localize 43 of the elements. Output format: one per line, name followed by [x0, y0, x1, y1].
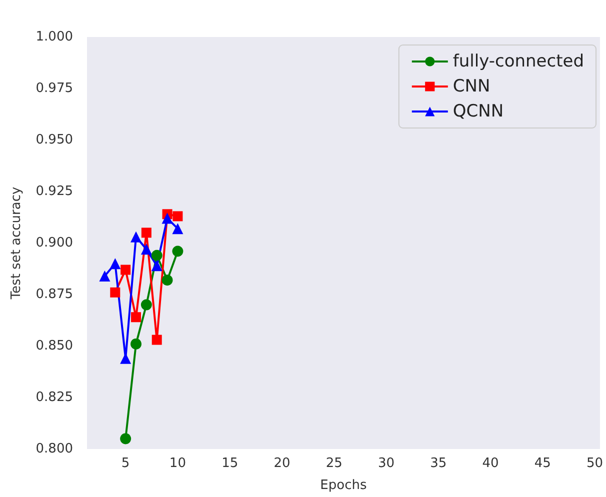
x-tick-label: 40 — [482, 456, 499, 471]
y-tick-label: 0.950 — [36, 132, 73, 148]
x-tick-label: 35 — [430, 456, 447, 471]
y-tick-label: 0.875 — [36, 287, 73, 302]
point — [120, 433, 132, 444]
x-tick-label: 20 — [274, 456, 290, 471]
x-tick-label: 30 — [378, 456, 394, 471]
point — [151, 260, 162, 272]
point — [130, 338, 142, 350]
point — [110, 258, 121, 270]
point — [172, 211, 183, 222]
y-tick-label: 0.850 — [36, 338, 73, 354]
legend-label: fully-connected — [452, 52, 584, 72]
x-axis-title: Epochs — [320, 478, 367, 493]
x-tick-label: 50 — [586, 456, 603, 471]
point — [172, 246, 184, 257]
point — [162, 274, 173, 286]
x-tick-label: 5 — [121, 456, 130, 471]
point — [99, 270, 110, 282]
y-tick-label: 0.900 — [36, 236, 73, 250]
point — [140, 244, 152, 255]
x-tick-label: 45 — [534, 456, 551, 471]
y-tick-label: 0.800 — [36, 442, 73, 456]
y-tick-label: 1.000 — [36, 30, 73, 44]
y-tick-label: 0.975 — [36, 81, 73, 96]
x-tick-label: 25 — [326, 456, 342, 471]
x-tick-label: 10 — [169, 456, 186, 471]
point — [152, 334, 162, 345]
point — [110, 287, 120, 298]
point — [141, 228, 152, 238]
y-axis-title: Test set accuracy — [9, 186, 24, 300]
y-tick-label: 0.925 — [36, 184, 73, 199]
y-tick-label: 0.825 — [36, 390, 73, 405]
x-tick-label: 15 — [222, 456, 238, 471]
point — [140, 299, 152, 310]
point — [120, 264, 131, 275]
point — [151, 250, 162, 261]
point — [162, 212, 173, 224]
legend-label: CNN — [452, 76, 490, 96]
point — [172, 223, 184, 234]
point — [131, 312, 141, 322]
legend-label: QCNN — [452, 102, 504, 122]
point — [130, 231, 142, 242]
